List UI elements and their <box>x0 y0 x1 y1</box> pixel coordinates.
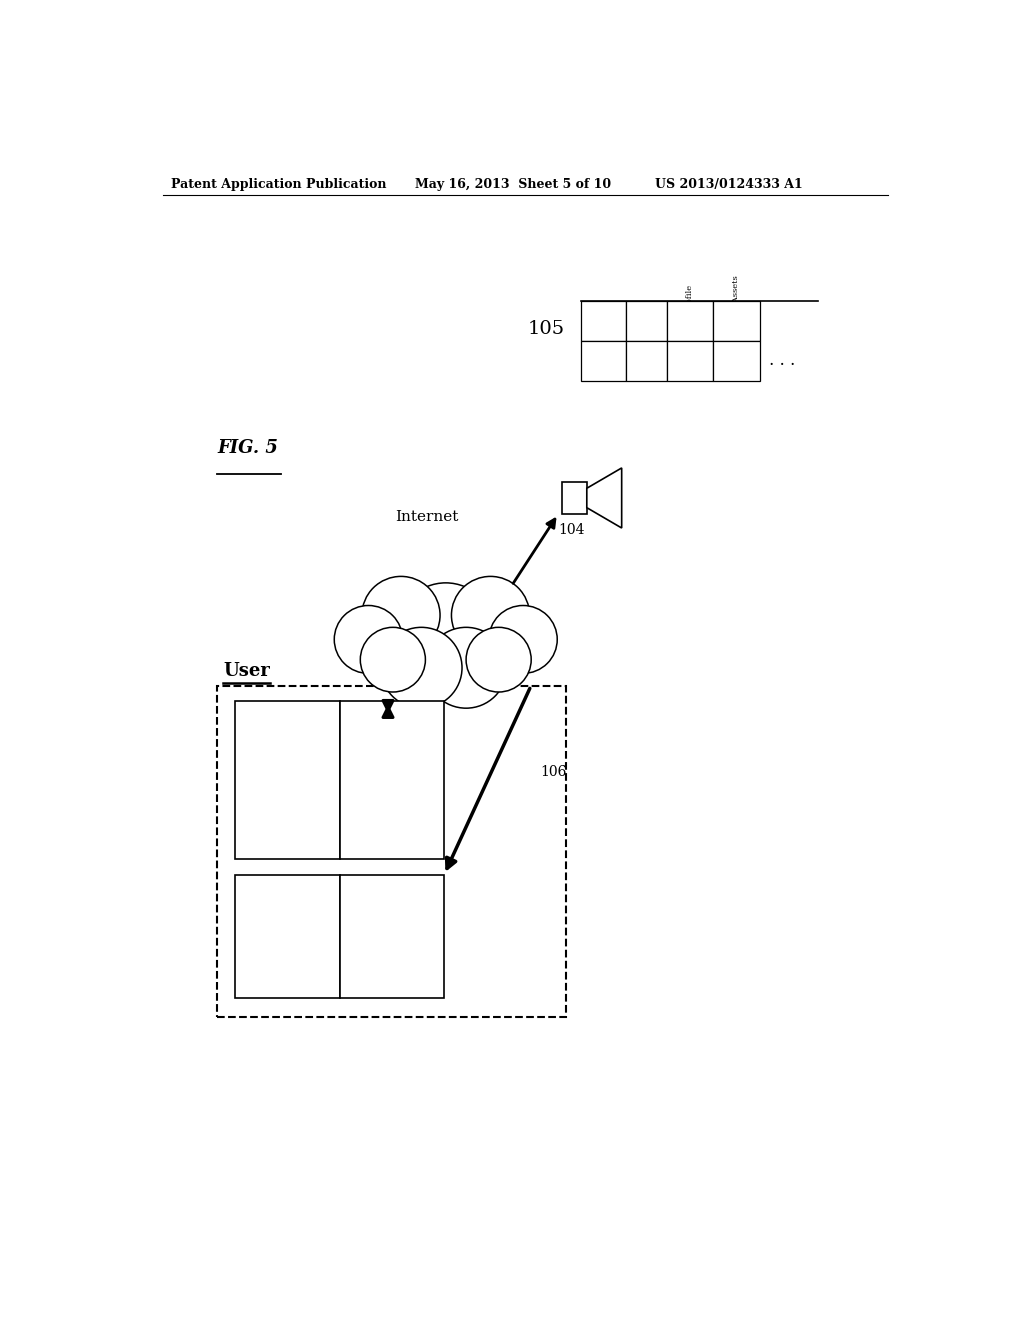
Text: May 16, 2013  Sheet 5 of 10: May 16, 2013 Sheet 5 of 10 <box>415 178 611 190</box>
Bar <box>340 701 444 859</box>
Text: Universal Profile: Universal Profile <box>686 285 694 356</box>
Bar <box>627 301 667 341</box>
Text: . . .: . . . <box>769 352 796 370</box>
Bar <box>713 341 760 381</box>
Circle shape <box>452 577 529 653</box>
Text: 103: 103 <box>345 702 371 715</box>
Text: 1st User Managed
Assets 501: 1st User Managed Assets 501 <box>381 729 402 832</box>
Text: Internet: Internet <box>394 510 458 524</box>
Bar <box>667 341 713 381</box>
Text: FIG. 5: FIG. 5 <box>217 440 278 458</box>
Text: User: User <box>642 351 650 371</box>
Circle shape <box>466 627 531 692</box>
Text: 106: 106 <box>541 766 566 780</box>
Polygon shape <box>587 469 622 528</box>
Bar <box>713 301 760 341</box>
Bar <box>562 482 587 515</box>
Bar <box>582 301 627 341</box>
Text: Second
Device
102: Second Device 102 <box>263 915 312 957</box>
Text: 105: 105 <box>528 319 565 338</box>
Bar <box>234 875 340 998</box>
Text: Patent Application Publication: Patent Application Publication <box>171 178 386 190</box>
Circle shape <box>361 577 440 653</box>
Text: Name: Name <box>642 309 650 334</box>
Circle shape <box>397 583 495 680</box>
Text: A0001: A0001 <box>600 347 608 375</box>
Text: User: User <box>223 661 270 680</box>
Text: US 2013/0124333 A1: US 2013/0124333 A1 <box>655 178 803 190</box>
Bar <box>627 341 667 381</box>
Bar <box>582 341 627 381</box>
Circle shape <box>360 627 425 692</box>
Text: 2nd User Managed
Assets 502: 2nd User Managed Assets 502 <box>381 882 402 990</box>
Text: 104: 104 <box>558 524 585 537</box>
Text: User Managed Assets: User Managed Assets <box>732 275 740 367</box>
Circle shape <box>334 606 402 673</box>
Bar <box>217 686 566 1016</box>
Circle shape <box>381 627 462 708</box>
Text: Profile ID: Profile ID <box>600 301 608 342</box>
Circle shape <box>488 606 557 673</box>
Bar <box>340 875 444 998</box>
Bar <box>667 301 713 341</box>
Bar <box>234 701 340 859</box>
Text: First
Device
101: First Device 101 <box>264 759 310 801</box>
Circle shape <box>425 627 507 708</box>
